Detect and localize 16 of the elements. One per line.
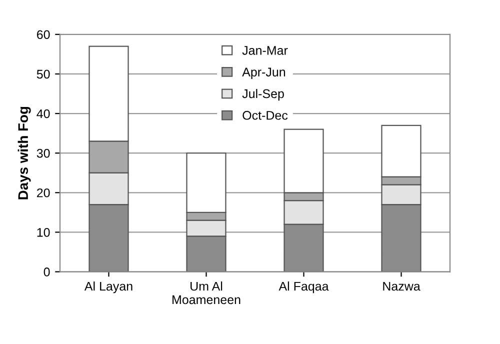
y-axis-title: Days with Fog xyxy=(18,106,31,200)
y-tick-label: 20 xyxy=(37,188,50,198)
y-tick-label: 50 xyxy=(36,70,50,79)
legend-label: Apr-Jun xyxy=(242,68,286,79)
legend-label: Jul-Sep xyxy=(242,88,284,101)
legend-label: Oct-Dec xyxy=(242,110,288,120)
x-tick-label: Nazwa xyxy=(383,282,420,291)
y-tick-label: 10 xyxy=(37,228,50,237)
y-tick-label: 0 xyxy=(44,268,50,276)
legend-label: Jan-Mar xyxy=(242,46,288,55)
y-tick-label: 60 xyxy=(37,30,50,40)
y-tick-label: 30 xyxy=(36,148,50,158)
x-tick-label: Um Al Moameneen xyxy=(172,281,240,304)
y-tick-label: 40 xyxy=(36,109,50,118)
x-tick-label: Al Faqaa xyxy=(278,281,329,294)
x-tick-label: Al Layan xyxy=(84,281,132,294)
